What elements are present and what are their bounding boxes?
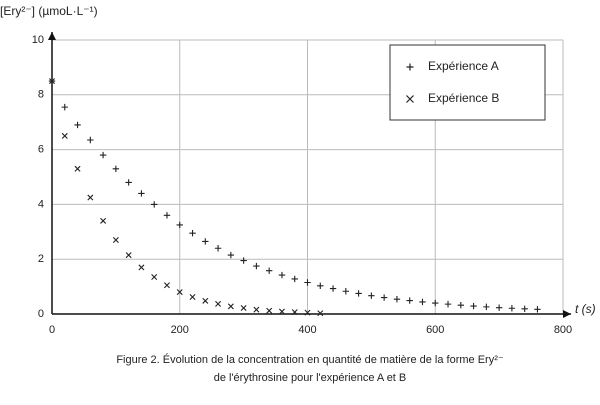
data-point <box>49 78 55 85</box>
data-point <box>266 307 273 314</box>
data-point <box>265 267 273 274</box>
data-point <box>483 303 490 311</box>
data-point <box>151 201 158 208</box>
data-point <box>125 252 132 259</box>
x-tick-label: 400 <box>298 324 316 336</box>
data-point <box>163 212 171 219</box>
data-point <box>151 274 158 280</box>
data-point <box>125 179 132 186</box>
data-point <box>342 288 350 295</box>
data-point <box>61 132 68 139</box>
data-point <box>87 136 94 144</box>
y-axis-label: [Ery²⁻] (µmoL·L⁻¹) <box>0 4 98 18</box>
data-point <box>470 302 477 310</box>
y-tick-label: 10 <box>32 34 44 46</box>
x-tick-label: 0 <box>49 324 55 336</box>
data-point <box>189 229 196 237</box>
data-point <box>138 190 145 197</box>
legend-marker <box>406 95 414 103</box>
data-point <box>393 296 401 303</box>
data-point <box>291 275 298 283</box>
x-tick-label: 600 <box>426 324 444 336</box>
caption: de l'érythrosine pour l'expérience A et … <box>214 372 407 384</box>
data-point <box>368 292 375 299</box>
data-point <box>457 302 464 309</box>
data-point <box>432 299 439 307</box>
data-point <box>304 279 311 286</box>
data-point <box>278 271 286 279</box>
data-point <box>215 300 222 307</box>
data-point <box>380 294 388 301</box>
data-point <box>240 304 247 311</box>
data-point <box>112 237 119 244</box>
data-point <box>87 194 94 201</box>
y-tick-label: 2 <box>38 253 44 265</box>
legend-label: Expérience A <box>428 59 499 73</box>
data-point <box>100 217 107 224</box>
data-point <box>227 303 234 310</box>
data-point <box>419 298 426 306</box>
data-point <box>227 251 235 259</box>
x-tick-label: 800 <box>554 324 572 336</box>
caption: Figure 2. Évolution de la concentration … <box>116 353 504 366</box>
data-point <box>214 245 222 252</box>
x-tick-label: 200 <box>171 324 189 336</box>
data-point <box>99 151 107 159</box>
data-point <box>163 282 170 289</box>
data-point <box>317 310 324 317</box>
data-point <box>329 285 337 292</box>
y-tick-label: 4 <box>38 198 44 210</box>
data-point <box>444 300 452 308</box>
data-point <box>508 305 516 312</box>
y-axis-arrow <box>48 32 56 40</box>
data-point <box>278 308 285 315</box>
data-point <box>521 305 528 312</box>
data-point <box>253 306 260 313</box>
data-point <box>304 309 311 316</box>
y-tick-label: 6 <box>38 144 44 156</box>
x-axis-label: t (s) <box>575 302 596 316</box>
data-point <box>495 304 503 311</box>
data-point <box>176 221 183 229</box>
data-point <box>355 290 362 297</box>
legend-box <box>389 44 546 121</box>
data-point <box>112 165 120 172</box>
y-tick-label: 8 <box>38 89 44 101</box>
data-point <box>61 103 68 111</box>
data-point <box>240 257 247 264</box>
y-tick-label: 0 <box>38 308 44 320</box>
data-point <box>317 282 324 289</box>
data-point <box>176 289 183 296</box>
data-point <box>138 264 145 271</box>
data-point <box>74 121 81 129</box>
x-axis-arrow <box>563 310 571 318</box>
data-point <box>253 262 260 270</box>
data-point <box>291 309 298 316</box>
data-point <box>202 238 209 245</box>
legend-label: Expérience B <box>428 91 499 105</box>
data-point <box>406 297 413 304</box>
data-point <box>534 306 541 313</box>
data-point <box>202 297 209 304</box>
data-point <box>74 165 81 172</box>
legend-marker <box>406 63 414 71</box>
data-point <box>189 294 196 301</box>
